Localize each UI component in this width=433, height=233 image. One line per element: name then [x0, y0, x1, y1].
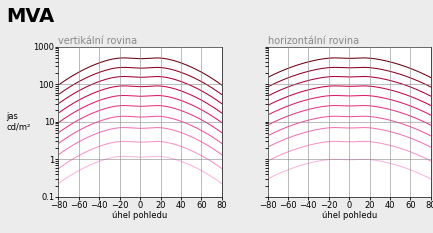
Text: MVA: MVA — [6, 7, 55, 26]
Y-axis label: jas
cd/m²: jas cd/m² — [6, 112, 30, 131]
Text: vertikální rovina: vertikální rovina — [58, 36, 138, 46]
X-axis label: úhel pohledu: úhel pohledu — [322, 211, 377, 220]
X-axis label: úhel pohledu: úhel pohledu — [113, 211, 168, 220]
Text: horizontální rovina: horizontální rovina — [268, 36, 359, 46]
